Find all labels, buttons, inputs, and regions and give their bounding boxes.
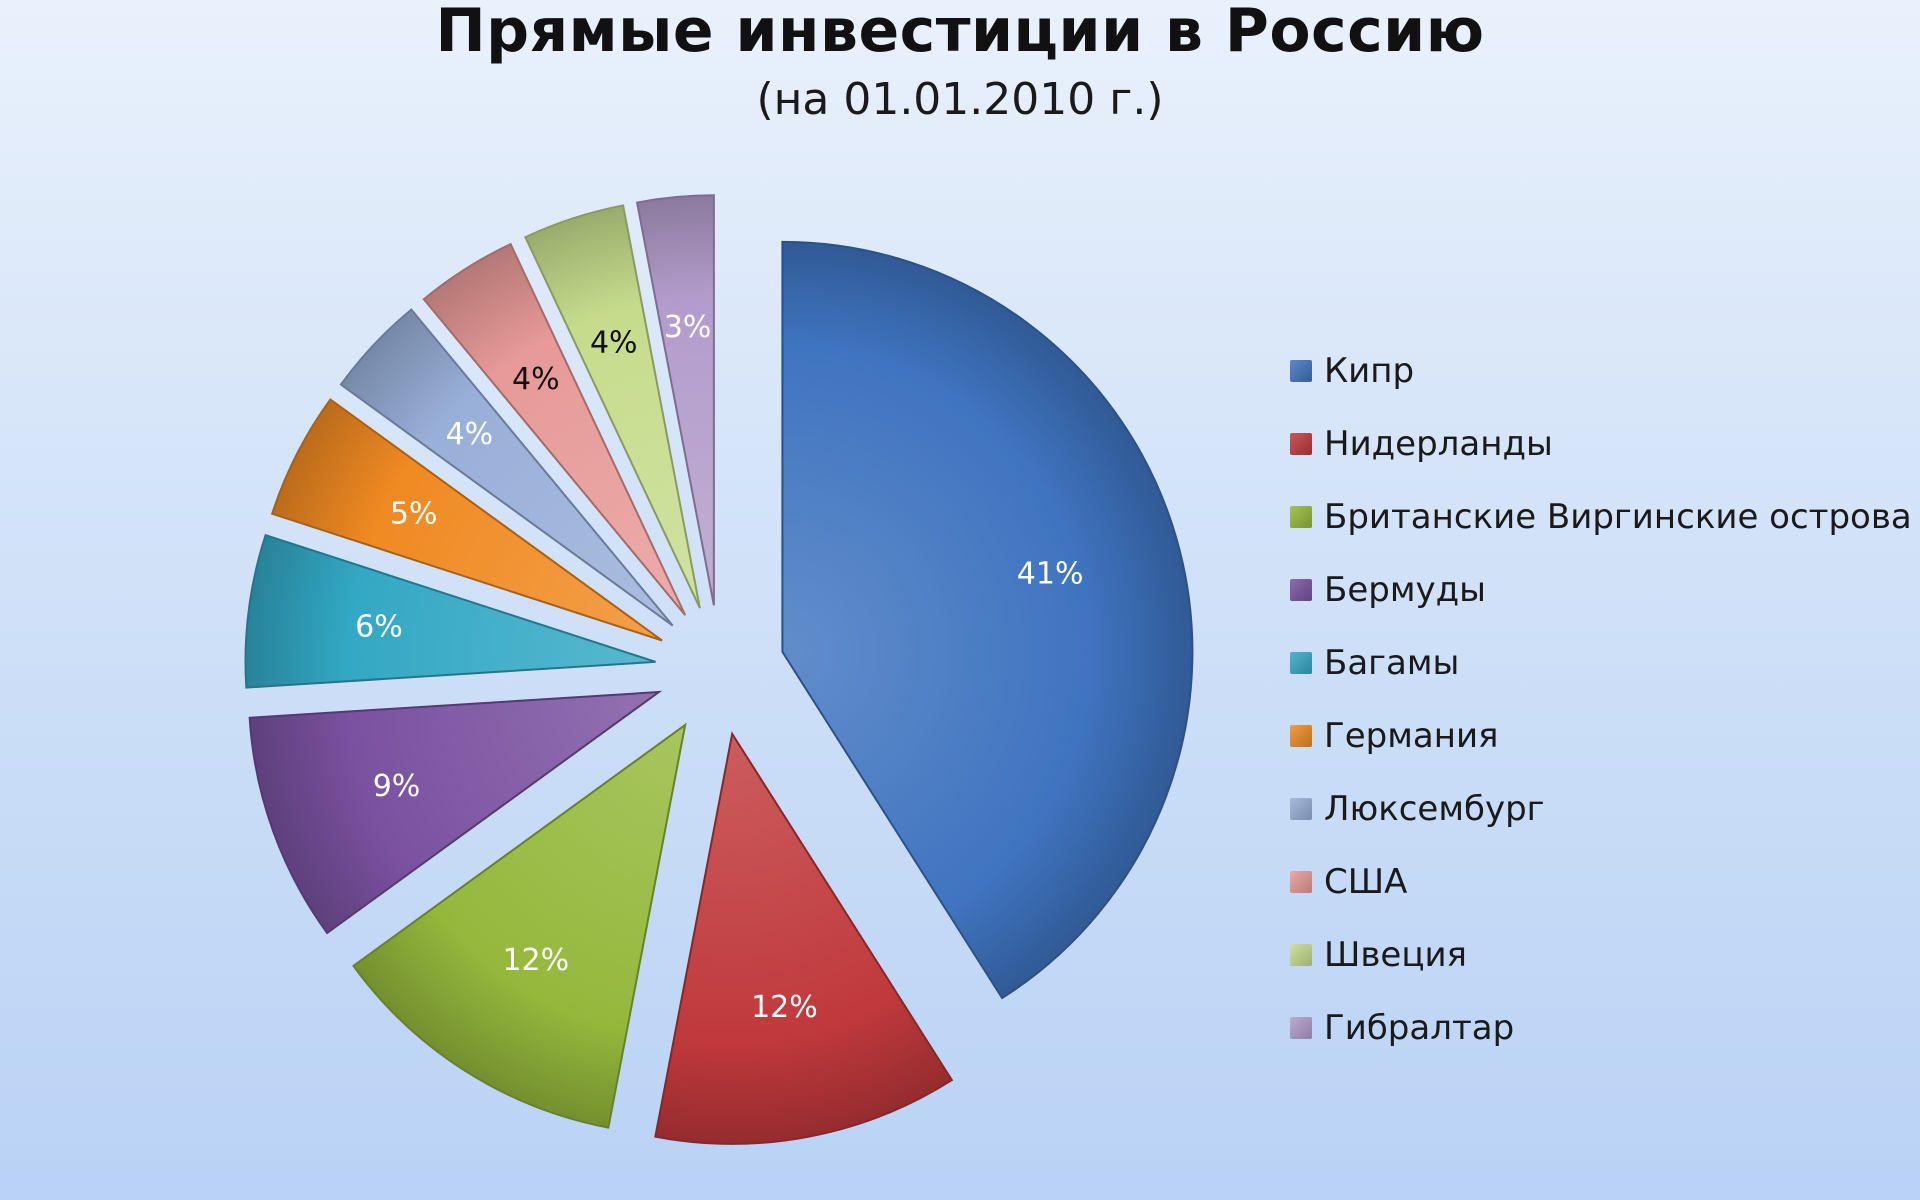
pie-slice-9 [524, 204, 701, 609]
chart-subtitle: (на 01.01.2010 г.) [756, 74, 1164, 125]
legend-label: США [1324, 861, 1408, 902]
slice-value-label-9: 4% [590, 326, 638, 361]
legend-swatch [1290, 651, 1312, 674]
legend-item-4: Бермуды [1290, 553, 1912, 626]
legend-item-10: Гибралтар [1290, 991, 1912, 1064]
legend-item-6: Германия [1290, 699, 1912, 772]
chart-legend: Кипр Нидерланды Британские Виргинские остр… [1290, 334, 1912, 1064]
legend-label: Бермуды [1324, 569, 1486, 610]
legend-swatch [1290, 578, 1312, 601]
legend-label: Люксембург [1324, 788, 1545, 829]
legend-swatch [1290, 797, 1312, 820]
legend-swatch [1290, 359, 1312, 382]
legend-swatch [1290, 870, 1312, 893]
legend-swatch [1290, 724, 1312, 747]
slice-value-label-3: 12% [502, 943, 569, 978]
legend-swatch [1290, 1016, 1312, 1039]
legend-swatch [1290, 505, 1312, 528]
legend-swatch [1290, 943, 1312, 966]
legend-label: Кипр [1324, 350, 1415, 391]
slice-value-label-2: 12% [751, 990, 818, 1025]
pie-slice-5 [244, 533, 656, 689]
slice-value-label-6: 5% [390, 496, 438, 531]
legend-item-7: Люксембург [1290, 772, 1912, 845]
legend-item-8: США [1290, 845, 1912, 918]
slice-value-label-1: 41% [1017, 557, 1084, 592]
legend-label: Нидерланды [1324, 423, 1553, 464]
pie-slice-2 [654, 731, 954, 1145]
pie-slice-7 [339, 308, 674, 627]
legend-label: Гибралтар [1324, 1007, 1515, 1048]
pie-slice-6 [270, 398, 663, 642]
legend-item-1: Кипр [1290, 334, 1912, 407]
pie-slice-10 [635, 194, 715, 606]
legend-item-3: Британские Виргинские острова [1290, 480, 1912, 553]
slice-value-label-10: 3% [664, 310, 712, 345]
legend-item-9: Швеция [1290, 918, 1912, 991]
legend-label: Багамы [1324, 642, 1460, 683]
legend-label: Швеция [1324, 934, 1468, 975]
pie-slice-3 [352, 722, 687, 1129]
legend-swatch [1290, 432, 1312, 455]
legend-item-2: Нидерланды [1290, 407, 1912, 480]
legend-label: Британские Виргинские острова [1324, 496, 1912, 537]
slice-value-label-8: 4% [512, 362, 560, 397]
slice-value-label-5: 6% [355, 609, 403, 644]
pie-slice-4 [248, 690, 663, 935]
pie-slice-1 [781, 240, 1194, 1000]
legend-item-5: Багамы [1290, 626, 1912, 699]
legend-label: Германия [1324, 715, 1499, 756]
pie-slice-8 [422, 242, 687, 616]
slice-value-label-7: 4% [446, 417, 494, 452]
slice-value-label-4: 9% [373, 769, 421, 804]
chart-title: Прямые инвестиции в Россию [435, 0, 1485, 66]
